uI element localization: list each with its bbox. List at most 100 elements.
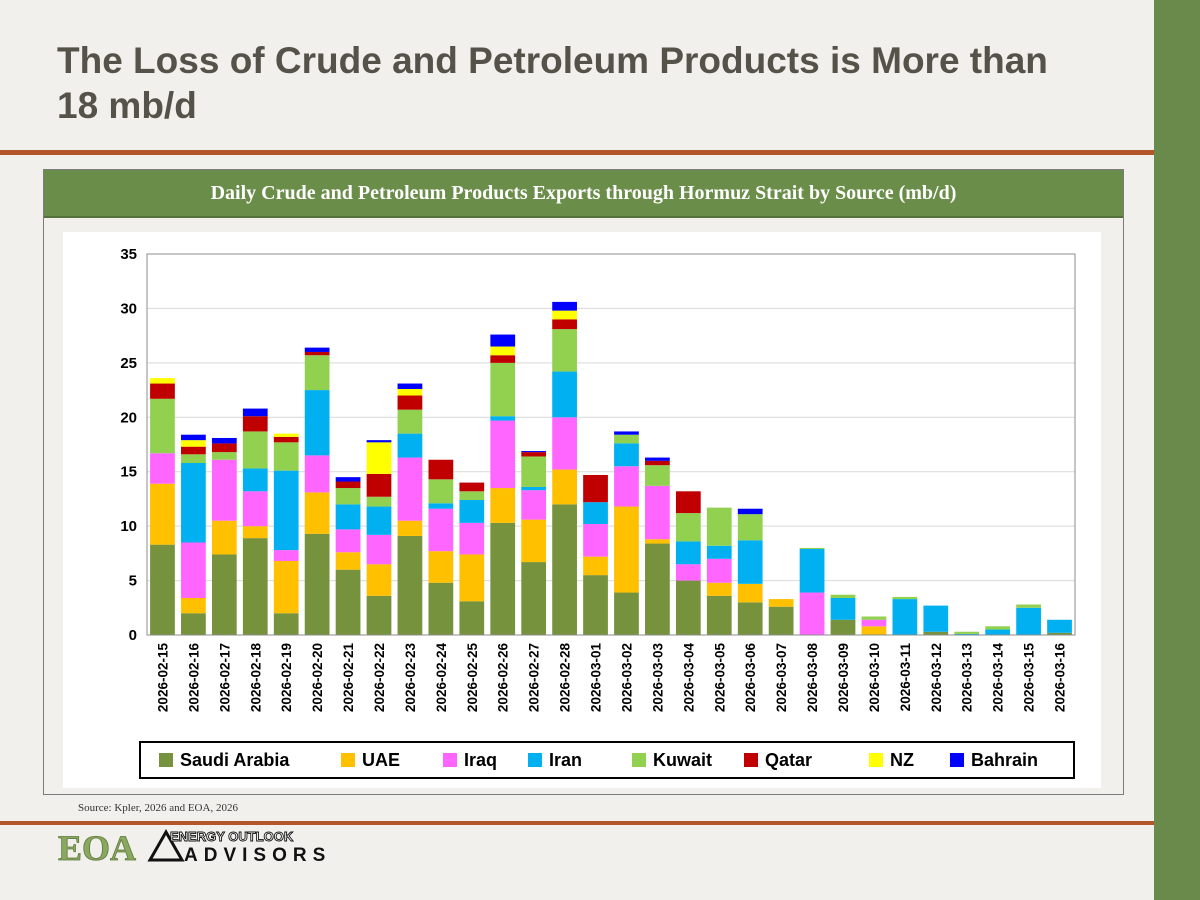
x-tick-label: 2026-02-24 (434, 643, 449, 713)
bar-segment-kuwait (181, 454, 206, 464)
bar-segment-kuwait (645, 465, 670, 486)
plot-area: 0 5 10 15 20 25 30 35 2026-02-15 2026-02-16 2026-0… (63, 232, 1101, 788)
x-tick-label: 2026-02-25 (465, 643, 480, 713)
x-tick-label: 2026-02-28 (558, 643, 573, 713)
bar-segment-iran (583, 502, 608, 524)
legend-swatch-uae (341, 753, 355, 767)
bar-segment-iran (706, 545, 732, 559)
x-tick-label: 2026-02-21 (341, 643, 356, 713)
stacked-bar-chart: 0 5 10 15 20 25 30 35 2026-02-15 2026-02-16 2026-0… (120, 246, 1076, 779)
bar-segment-iraq (490, 420, 516, 489)
bar-segment-kuwait (954, 631, 980, 634)
legend-swatch-bahrain (950, 753, 964, 767)
bar-segment-bahrain (211, 437, 237, 444)
footer-divider (0, 821, 1154, 825)
bar-segment-kuwait (242, 431, 268, 469)
bar-segment-bahrain (304, 347, 330, 352)
bar-segment-kuwait (1016, 604, 1041, 608)
bar-segment-kuwait (521, 456, 547, 487)
x-tick-label: 2026-03-12 (929, 643, 944, 712)
x-tick-label: 2026-03-01 (589, 643, 604, 713)
bar-segment-uae (706, 582, 732, 596)
bar-segment-uae (242, 526, 268, 539)
bar-segment-iraq (614, 466, 639, 507)
bar-segment-iran (923, 605, 949, 632)
legend-label: Bahrain (971, 750, 1038, 770)
bar-segment-kuwait (459, 491, 485, 501)
eoa-logo: EOA ENERGY OUTLOOK ADVISORS (58, 828, 325, 866)
bar-segment-kuwait (706, 507, 732, 546)
bar-segment-saudi-arabia (923, 631, 949, 635)
bar-segment-uae (428, 551, 454, 583)
bar-segment-bahrain (242, 408, 268, 417)
bar-segment-iran (459, 500, 485, 523)
bar-segment-iraq (459, 522, 485, 555)
bar-segment-kuwait (397, 409, 423, 434)
bar-segment-kuwait (614, 434, 639, 444)
bar-segment-saudi-arabia (706, 595, 732, 635)
bar-segment-iran (273, 470, 299, 551)
bar-segment-bahrain (737, 508, 763, 515)
slide-title: The Loss of Crude and Petroleum Products… (57, 40, 1048, 126)
bar-segment-uae (645, 539, 670, 544)
x-tick-label: 2026-02-26 (496, 643, 511, 713)
bar-segment-uae (459, 554, 485, 602)
bar-segment-uae (768, 599, 794, 607)
bar-segment-kuwait (211, 452, 237, 460)
bar-segment-bahrain (614, 431, 639, 435)
bar-segment-saudi-arabia (552, 504, 577, 635)
bar-segment-saudi-arabia (242, 538, 268, 635)
bar-segment-qatar (150, 383, 175, 399)
x-tick-label: 2026-02-18 (248, 643, 263, 713)
x-tick-label: 2026-03-08 (805, 643, 820, 713)
bar-segment-saudi-arabia (304, 533, 330, 635)
bar-segment-iran (1016, 607, 1041, 635)
bar-segment-iran (304, 390, 330, 456)
bar-segment-saudi-arabia (1047, 632, 1072, 635)
bar-segment-uae (397, 520, 423, 536)
legend-label: Saudi Arabia (180, 750, 290, 770)
bar-segment-iraq (645, 485, 670, 540)
logo-mark: EOA (58, 828, 136, 866)
bar-segment-saudi-arabia (181, 613, 206, 635)
x-tick-label: 2026-03-03 (650, 643, 665, 713)
bar-segment-iran (242, 468, 268, 492)
x-tick-label: 2026-02-15 (155, 643, 170, 713)
bar-segment-saudi-arabia (211, 554, 237, 635)
bar-segment-uae (304, 492, 330, 534)
x-tick-label: 2026-03-13 (960, 643, 975, 713)
bar-segment-nz (273, 433, 299, 437)
bar-segment-uae (335, 552, 361, 570)
bar-segment-saudi-arabia (490, 522, 516, 635)
bar-segment-iran (397, 433, 423, 458)
source-note: Source: Kpler, 2026 and EOA, 2026 (78, 802, 238, 814)
bar-segment-qatar (583, 474, 608, 503)
chart-header: Daily Crude and Petroleum Products Expor… (44, 170, 1123, 218)
bar-segment-saudi-arabia (521, 562, 547, 635)
bar-segment-nz (150, 378, 175, 384)
bar-segment-iran (490, 416, 516, 421)
bar-segment-saudi-arabia (273, 613, 299, 635)
x-tick-label: 2026-03-09 (836, 643, 851, 712)
bar-segment-bahrain (335, 477, 361, 482)
bar-segment-iran (1047, 619, 1072, 633)
chart-panel: Daily Crude and Petroleum Products Expor… (43, 169, 1124, 795)
bar-segment-iraq (552, 417, 577, 470)
bar-segment-saudi-arabia (830, 619, 856, 635)
bar-segment-kuwait (273, 442, 299, 471)
y-tick-label: 0 (129, 627, 137, 644)
bar-segment-qatar (428, 459, 454, 480)
bar-segment-kuwait (490, 362, 516, 417)
bar-segment-iraq (304, 455, 330, 493)
bar-segment-saudi-arabia (459, 601, 485, 635)
bar-segment-nz (366, 442, 392, 474)
bar-segment-bahrain (521, 451, 547, 453)
bar-segment-kuwait (737, 514, 763, 541)
bar-segment-kuwait (675, 513, 701, 542)
x-tick-label: 2026-02-17 (217, 643, 232, 712)
bar-segment-qatar (304, 351, 330, 356)
x-tick-label: 2026-03-15 (1022, 643, 1037, 713)
bar-segment-qatar (645, 460, 670, 466)
y-tick-label: 30 (120, 300, 137, 317)
bar-segment-nz (181, 440, 206, 447)
